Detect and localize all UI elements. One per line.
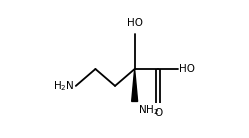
Text: O: O (154, 108, 162, 118)
Text: H$_2$N: H$_2$N (53, 79, 75, 93)
Text: HO: HO (127, 18, 143, 28)
Text: HO: HO (179, 64, 195, 74)
Text: NH$_2$: NH$_2$ (138, 103, 159, 117)
Polygon shape (132, 69, 138, 101)
